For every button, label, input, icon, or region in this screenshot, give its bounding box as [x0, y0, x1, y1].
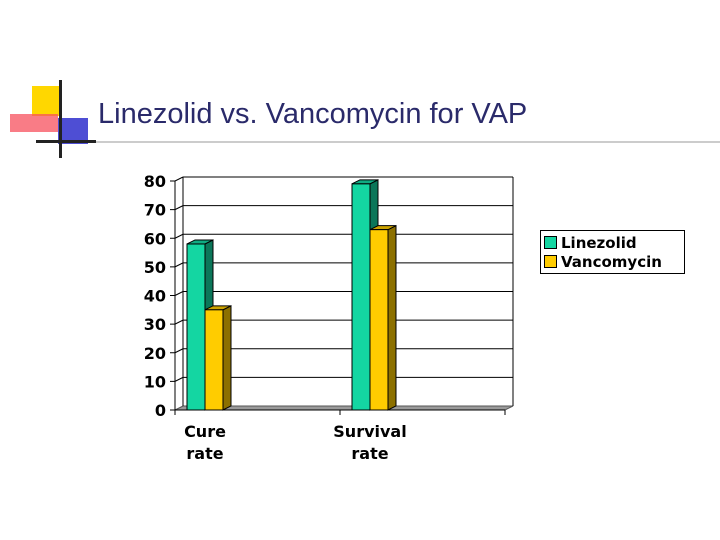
legend-swatch-linezolid	[544, 236, 557, 249]
bar-linezolid-survival-rate	[351, 183, 371, 411]
x-tick-label-line1: Cure	[184, 422, 226, 441]
y-tick-label: 20	[144, 344, 166, 363]
y-tick-label: 50	[144, 258, 166, 277]
gridline-diag	[174, 291, 184, 296]
legend-label-vancomycin: Vancomycin	[561, 252, 662, 271]
bar-vancomycin-survival-rate	[369, 229, 389, 411]
bar-linezolid-cure-rate	[186, 243, 206, 411]
y-tick-label: 60	[144, 229, 166, 248]
y-tick-label: 30	[144, 315, 166, 334]
deco-blue-square	[58, 118, 88, 144]
x-tick-label-line2: rate	[351, 444, 388, 463]
chart-legend: Linezolid Vancomycin	[540, 230, 685, 274]
legend-label-linezolid: Linezolid	[561, 233, 637, 252]
gridline-diag	[174, 319, 184, 325]
bar-vancomycin-cure-rate-side	[222, 305, 232, 411]
bar-vancomycin-cure-rate	[204, 309, 224, 411]
gridline-diag	[174, 205, 184, 211]
y-tick-label: 0	[155, 401, 166, 420]
deco-horizontal-line	[36, 140, 96, 143]
gridline-diag	[174, 376, 184, 382]
legend-item-linezolid: Linezolid	[544, 233, 681, 252]
title-decoration	[10, 80, 720, 158]
gridline-diag	[174, 176, 184, 182]
deco-vertical-line	[59, 80, 62, 158]
y-tick-label: 10	[144, 372, 166, 391]
slide-title: Linezolid vs. Vancomycin for VAP	[98, 98, 528, 130]
legend-swatch-vancomycin	[544, 255, 557, 268]
gridline-diag	[174, 348, 184, 354]
label-layer: 0 10 20 30 40 50 60 70 80 Cure rate Survival rate	[144, 172, 407, 463]
deco-red-bar	[10, 114, 58, 132]
x-tick-label-line2: rate	[186, 444, 223, 463]
bar-layer	[186, 179, 397, 411]
gridline-diag	[174, 262, 184, 268]
y-tick-label: 40	[144, 287, 166, 306]
grid-layer	[174, 176, 513, 382]
bar-vancomycin-survival-rate-side	[387, 224, 397, 411]
y-tick-label: 80	[144, 172, 166, 191]
y-tick-label: 70	[144, 201, 166, 220]
axis-layer	[170, 177, 514, 415]
x-tick-label-line1: Survival	[333, 422, 406, 441]
legend-item-vancomycin: Vancomycin	[544, 252, 681, 271]
title-underline	[36, 141, 720, 143]
gridline-diag	[174, 233, 184, 239]
deco-yellow-square	[32, 86, 62, 116]
